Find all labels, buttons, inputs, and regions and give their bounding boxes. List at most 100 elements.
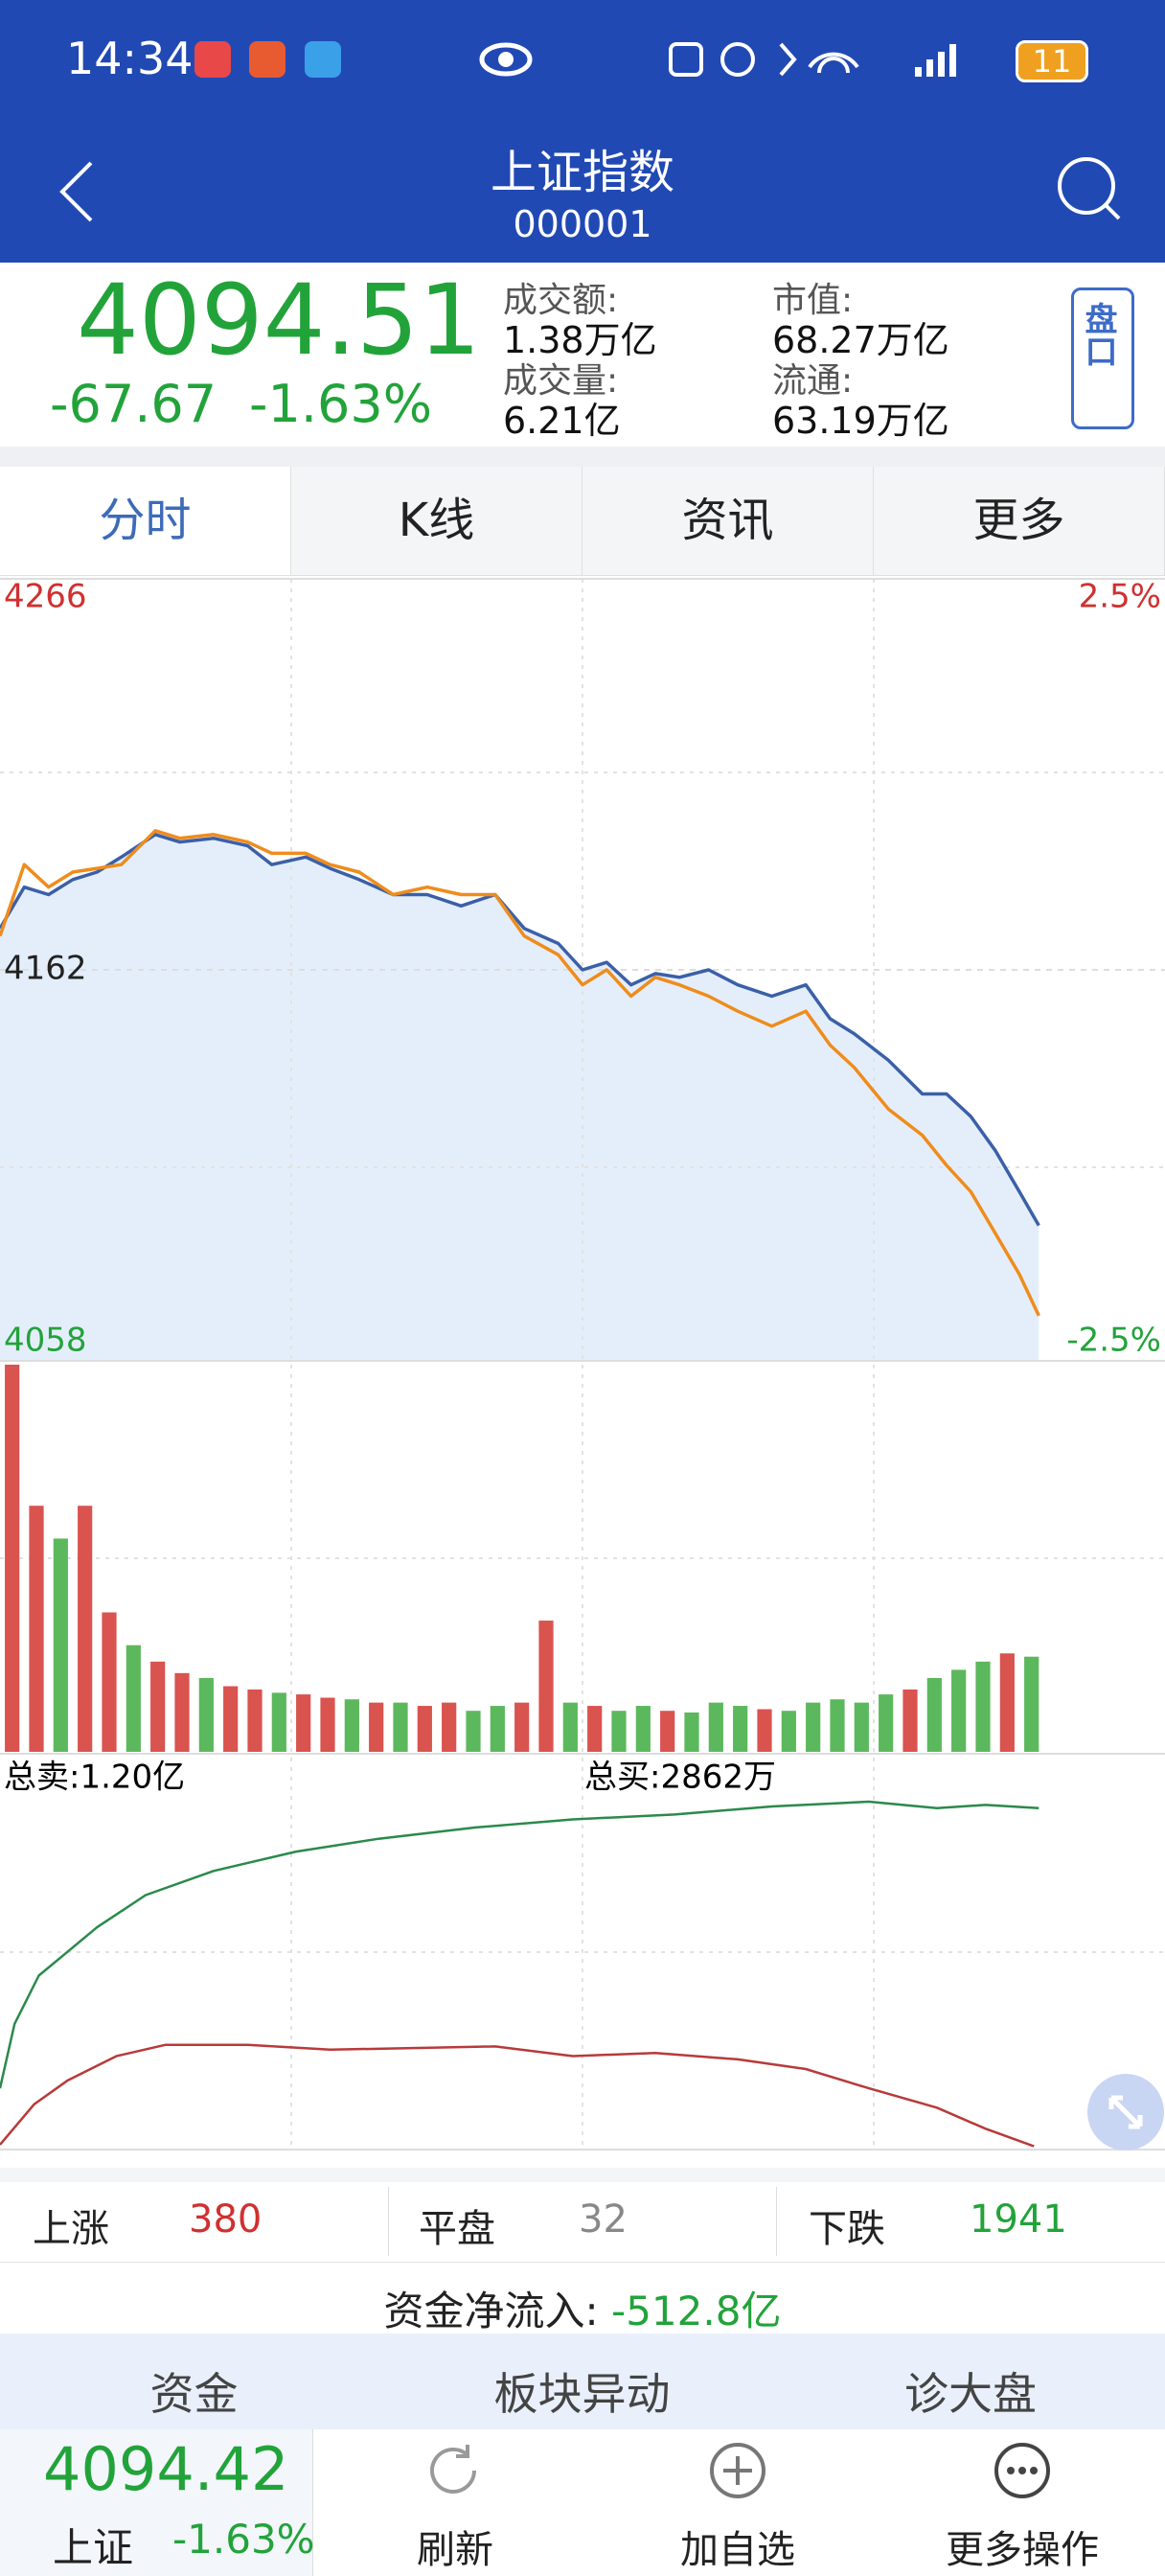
y2-tick-label: 2.5% (1079, 578, 1161, 616)
separator (0, 2262, 1165, 2263)
volume-bar (417, 1706, 432, 1752)
buy-total: 总买:2862万 (584, 1759, 776, 1797)
volume-bar (442, 1702, 457, 1752)
series-line (0, 2043, 1035, 2148)
y-tick-label: 4266 (4, 578, 87, 616)
volume-bar (854, 1702, 869, 1752)
volume-bar (830, 1699, 845, 1752)
volume-bar (247, 1689, 263, 1752)
footer-quote-bg (0, 2429, 313, 2576)
status-icons (669, 42, 956, 77)
down-count: 1941 (970, 2197, 1067, 2242)
volume-bar (975, 1661, 991, 1752)
title: 上证指数 (490, 146, 674, 199)
net-flow: 资金净流入: -512.8亿 (0, 2279, 1165, 2337)
volume-bar (660, 1711, 675, 1752)
y-tick-label: 4058 (4, 1322, 87, 1360)
action-label[interactable]: 加自选 (680, 2528, 795, 2572)
stat-value: 63.19万亿 (772, 400, 949, 442)
y-tick-label: 4162 (4, 950, 87, 988)
down-label: 下跌 (809, 2207, 885, 2251)
volume-bar (369, 1702, 384, 1752)
stat-value: 1.38万亿 (503, 319, 657, 361)
volume-bar (587, 1706, 603, 1752)
volume-bar (902, 1689, 918, 1752)
volume-bar (781, 1711, 796, 1752)
volume-bar (757, 1709, 772, 1752)
status-icon (194, 41, 231, 78)
footer-price: 4094.42 (43, 2434, 289, 2504)
code: 000001 (513, 203, 652, 245)
volume-bar (1024, 1656, 1039, 1752)
stat-label: 流通: (772, 361, 854, 401)
change-pct: -1.63% (249, 374, 433, 434)
more-icon[interactable] (989, 2439, 1056, 2502)
series-line (0, 1800, 1039, 2089)
price-area (0, 834, 1039, 1361)
volume-bar (684, 1712, 699, 1752)
stat-value: 6.21亿 (503, 400, 621, 442)
volume-bar (879, 1694, 894, 1752)
depth-button[interactable]: 盘口 (1071, 288, 1134, 429)
tab[interactable]: 资讯 (582, 467, 874, 576)
refresh-icon[interactable] (422, 2439, 489, 2502)
status-time: 14:34 (66, 33, 194, 84)
volume-bar (926, 1677, 942, 1752)
volume-bar (466, 1711, 481, 1752)
action-label[interactable]: 刷新 (417, 2528, 493, 2572)
search-button[interactable] (1054, 155, 1123, 224)
volume-bar (538, 1621, 554, 1752)
volume-bar (223, 1686, 239, 1752)
up-count: 380 (189, 2197, 263, 2242)
volume-bar (296, 1694, 311, 1752)
flat-count: 32 (579, 2197, 628, 2242)
volume-bar (5, 1365, 20, 1752)
divider (776, 2187, 777, 2256)
eye-icon (479, 42, 533, 77)
depth-label: 盘口 (1079, 302, 1117, 367)
tab[interactable]: K线 (291, 467, 582, 576)
layout-grid (0, 579, 1165, 2150)
volume-bar (562, 1702, 578, 1752)
stat-label: 市值: (772, 281, 854, 320)
tab[interactable]: 分时 (0, 467, 291, 576)
footer-change: -1.63% (172, 2516, 315, 2563)
volume-bar (999, 1653, 1015, 1752)
stat-label: 成交额: (503, 281, 619, 320)
stat-value: 68.27万亿 (772, 319, 949, 361)
flat-label: 平盘 (419, 2207, 495, 2251)
separator (0, 447, 1165, 467)
header-bg (0, 0, 1165, 263)
battery: 11 (1016, 40, 1088, 82)
volume-bar (514, 1702, 530, 1752)
volume-bar (102, 1612, 117, 1752)
volume-bar (806, 1702, 821, 1752)
volume-bar (29, 1506, 44, 1752)
bottom-tabs-bg (0, 2334, 1165, 2429)
price: 4094.51 (77, 264, 481, 378)
expand-button[interactable] (1087, 2074, 1164, 2150)
bottom-tab[interactable]: 诊大盘 (904, 2368, 1037, 2420)
up-label: 上涨 (33, 2207, 109, 2251)
volume-bar (174, 1672, 190, 1752)
volume-bar (320, 1697, 335, 1752)
stat-label: 成交量: (503, 361, 619, 401)
volume-bar (53, 1538, 68, 1752)
bottom-tab[interactable]: 资金 (149, 2368, 239, 2420)
volume-bar (393, 1702, 408, 1752)
add-icon[interactable] (704, 2439, 771, 2502)
divider (388, 2187, 389, 2256)
volume-bar (198, 1677, 214, 1752)
volume-bar (611, 1711, 627, 1752)
volume-bar (271, 1692, 286, 1752)
bottom-tab[interactable]: 板块异动 (493, 2368, 671, 2420)
net-flow-label: 资金净流入: (383, 2288, 599, 2334)
tab[interactable]: 更多 (874, 467, 1165, 576)
volume-bar (951, 1669, 967, 1752)
volume-bar (490, 1706, 505, 1752)
action-label[interactable]: 更多操作 (946, 2528, 1099, 2572)
change: -67.67 (50, 374, 217, 434)
back-button[interactable] (53, 158, 101, 225)
